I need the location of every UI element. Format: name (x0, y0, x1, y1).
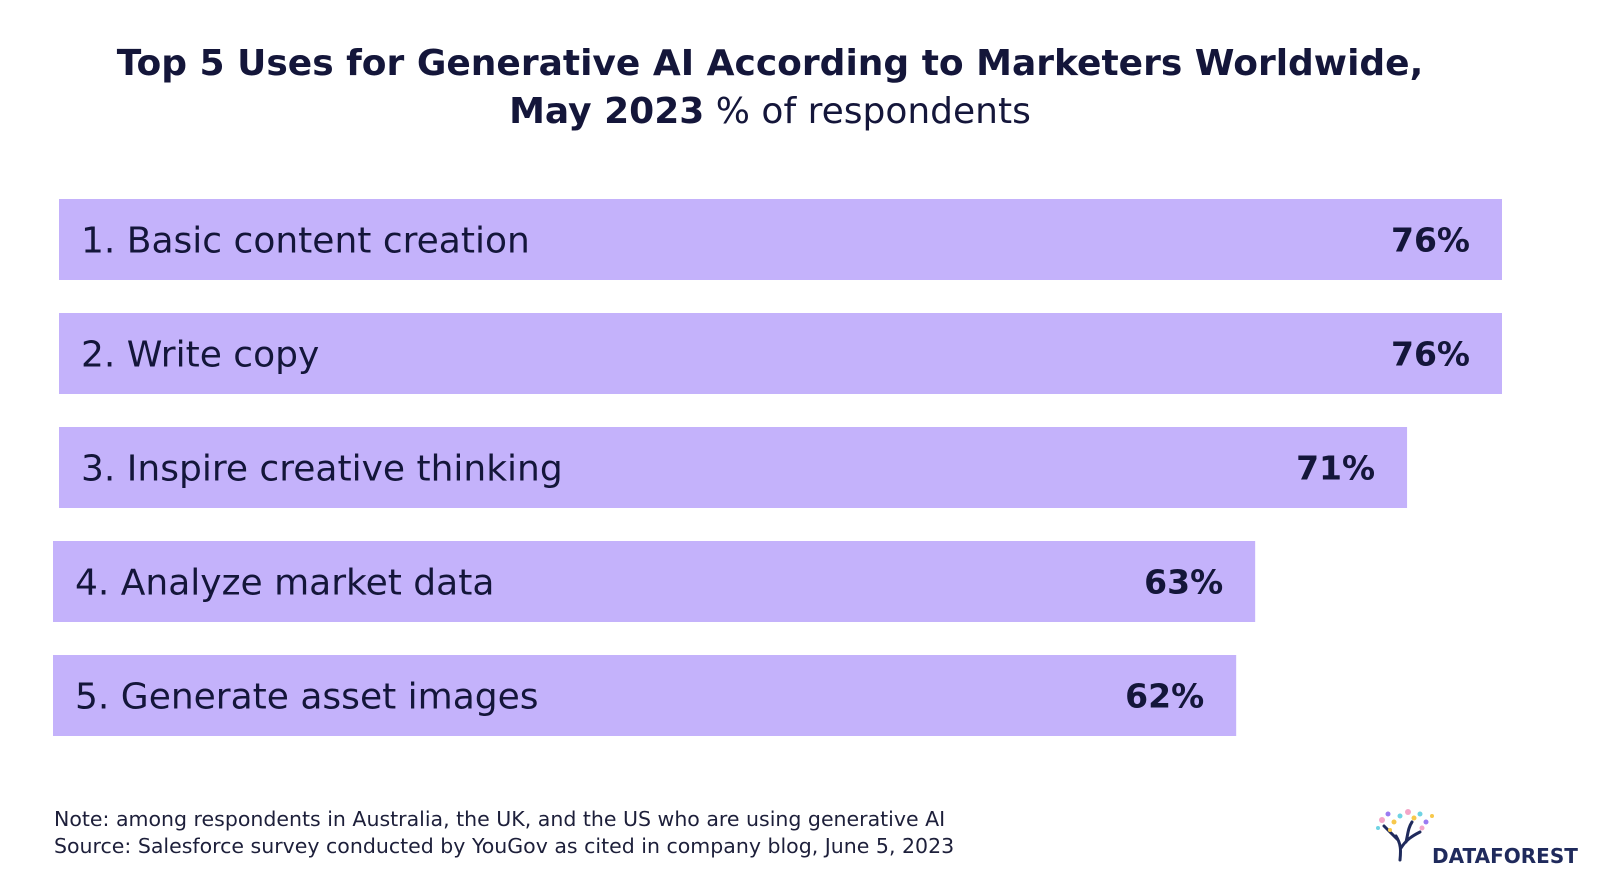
bar-label-5: 5. Generate asset images (75, 677, 539, 718)
bar-3 (59, 427, 1408, 508)
chart-subtitle: % of respondents (715, 91, 1031, 132)
chart-title-line1: Top 5 Uses for Generative AI According t… (116, 43, 1424, 84)
bar-4 (53, 541, 1256, 622)
bar-label-1: 1. Basic content creation (81, 221, 530, 262)
bar-5 (53, 655, 1237, 736)
bar-value-5: 62% (1125, 677, 1204, 716)
bar-label-4: 4. Analyze market data (75, 563, 494, 604)
bar-label-2: 2. Write copy (81, 335, 319, 376)
chart-date: May 2023 (509, 91, 705, 132)
bar-1 (59, 199, 1502, 280)
footer: Note: among respondents in Australia, th… (54, 806, 954, 860)
tree-icon (1376, 809, 1434, 862)
bar-value-4: 63% (1144, 563, 1223, 602)
footer-note: Note: among respondents in Australia, th… (54, 807, 946, 831)
bar-value-3: 71% (1296, 449, 1375, 488)
bar-value-2: 76% (1391, 335, 1470, 374)
chart-title-line2: May 2023 % of respondents (0, 88, 1540, 136)
chart-title: Top 5 Uses for Generative AI According t… (0, 40, 1540, 136)
dataforest-logo: DATAFOREST (1376, 809, 1578, 870)
logo-text: DATAFOREST (1432, 844, 1578, 868)
bar-2 (59, 313, 1502, 394)
footer-source: Source: Salesforce survey conducted by Y… (54, 834, 955, 858)
bar-chart: 1. Basic content creation 76% 2. Write cop… (53, 199, 1502, 736)
bar-value-1: 76% (1391, 221, 1470, 260)
bar-label-3: 3. Inspire creative thinking (81, 449, 563, 490)
